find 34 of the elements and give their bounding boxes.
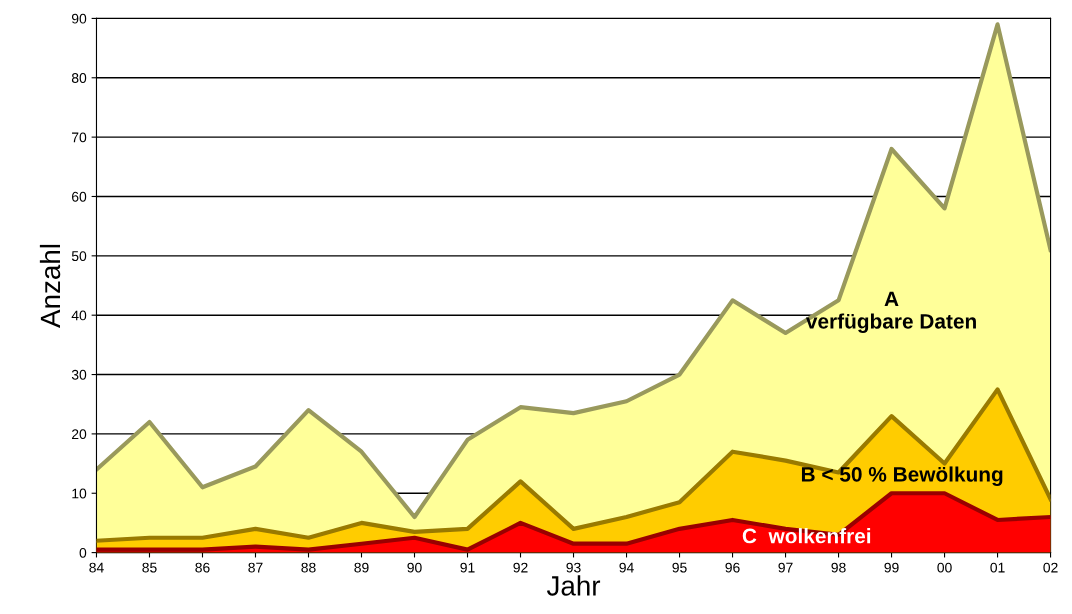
series-label: C wolkenfrei [742, 528, 871, 544]
x-tick-label: 89 [354, 562, 369, 573]
x-tick-label: 92 [513, 562, 528, 573]
y-tick-label: 50 [71, 251, 87, 261]
x-tick-label: 00 [937, 562, 952, 573]
x-tick-label: 91 [460, 562, 475, 573]
x-tick-label: 90 [407, 562, 422, 573]
y-tick-label: 10 [72, 488, 87, 499]
x-tick-label: 93 [566, 562, 581, 573]
y-tick-label: 60 [72, 191, 87, 202]
x-axis-title: Jahr [546, 575, 601, 596]
x-tick-label: 99 [884, 562, 899, 573]
x-tick-label: 97 [778, 562, 793, 573]
y-axis-title: Anzahl [39, 244, 61, 328]
x-tick-label: 95 [672, 562, 687, 573]
y-tick-label: 40 [71, 310, 87, 321]
x-tick-label: 88 [301, 562, 316, 573]
y-tick-label: 70 [72, 132, 87, 143]
y-tick-label: 90 [71, 13, 87, 24]
x-tick-label: 96 [725, 562, 740, 573]
y-tick-label: 30 [71, 369, 87, 380]
x-tick-label: 01 [990, 562, 1005, 573]
x-tick-label: 98 [831, 562, 846, 573]
series-label: B < 50 % Bewölkung [801, 466, 1003, 486]
y-tick-label: 80 [71, 73, 87, 83]
x-tick-label: 87 [248, 562, 263, 573]
x-tick-label: 94 [619, 562, 634, 573]
y-tick-label: 20 [72, 429, 87, 440]
x-tick-label: 84 [89, 562, 104, 573]
x-tick-label: 85 [142, 562, 157, 573]
y-tick-label: 0 [79, 547, 87, 558]
x-tick-label: 86 [195, 562, 210, 573]
series-label: A verfügbare Daten [805, 291, 976, 333]
x-tick-label: 02 [1043, 562, 1058, 573]
